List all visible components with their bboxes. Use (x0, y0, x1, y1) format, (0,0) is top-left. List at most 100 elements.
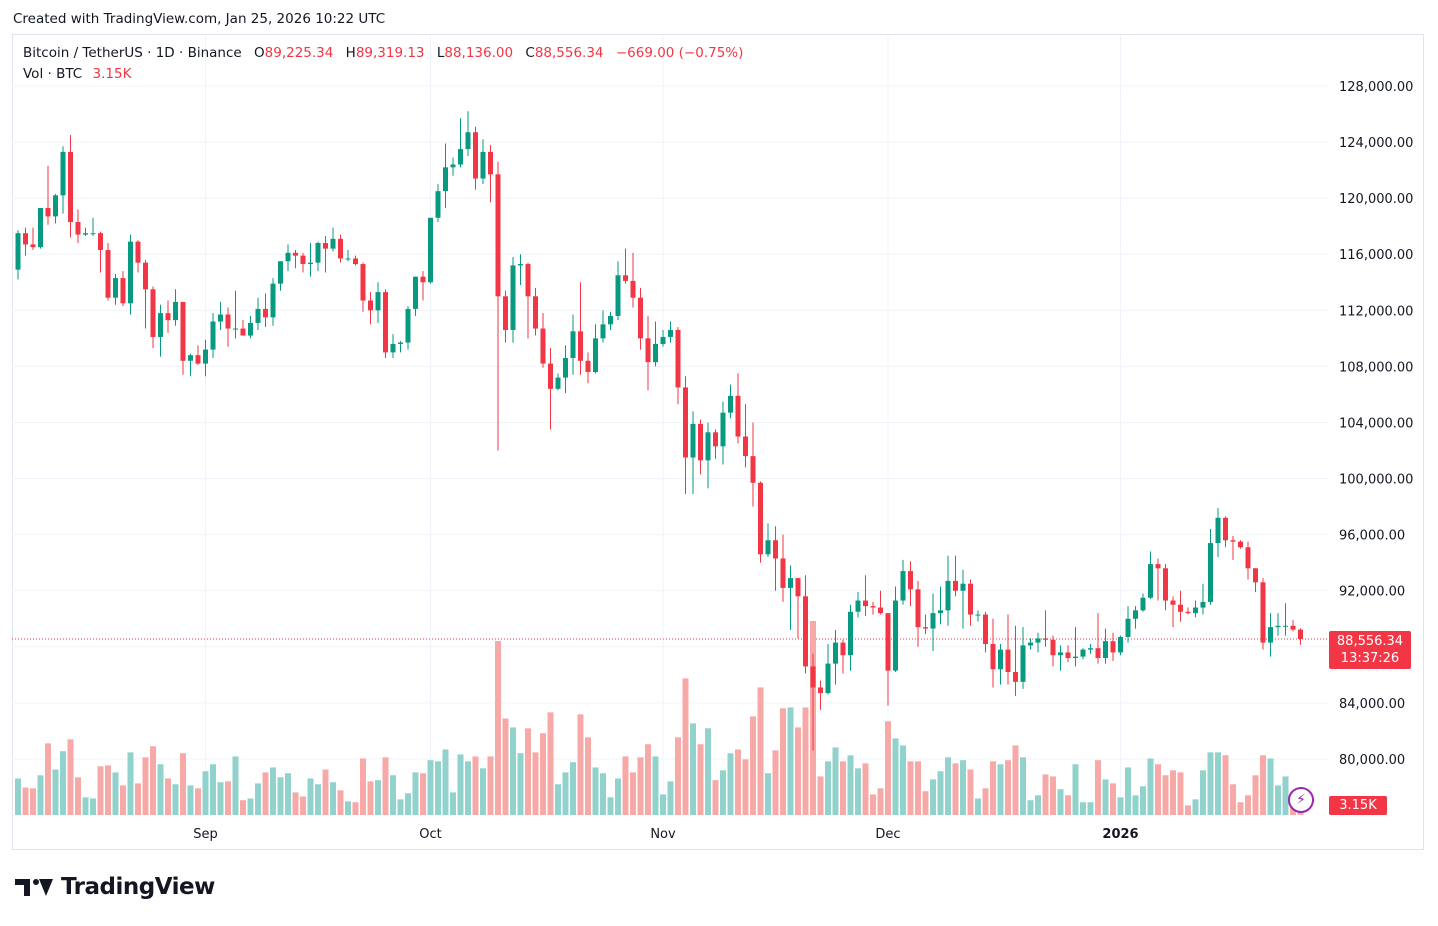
volume-bar (1162, 775, 1169, 815)
price-axis-label: 112,000.00 (1339, 304, 1413, 319)
volume-bar (375, 780, 381, 815)
volume-bar (67, 739, 74, 815)
candle-down (908, 571, 913, 590)
price-axis-label: 128,000.00 (1339, 80, 1413, 95)
volume-bar (697, 744, 704, 815)
price-axis-label: 108,000.00 (1339, 360, 1413, 375)
volume-bar (1140, 786, 1146, 815)
candle-up (90, 233, 96, 235)
candle-down (750, 456, 756, 483)
candle-up (998, 649, 1003, 670)
volume-bar (22, 787, 29, 815)
volume-bar (607, 797, 614, 815)
volume-bar (142, 757, 149, 815)
candle-up (1193, 607, 1198, 614)
volume-bar (990, 761, 996, 815)
symbol-title[interactable]: Bitcoin / TetherUS · 1D · Binance (23, 45, 242, 61)
volume-bar (900, 745, 906, 815)
candle-down (368, 300, 373, 311)
volume-bar (1072, 764, 1079, 815)
candle-up (1200, 601, 1206, 608)
candle-down (1013, 672, 1018, 682)
volume-bar (382, 757, 389, 815)
candle-up (375, 292, 381, 311)
volume-bar (712, 780, 719, 815)
open-value: 89,225.34 (264, 45, 334, 61)
volume-bar (750, 716, 756, 815)
candle-down (1163, 568, 1168, 601)
volume-bar (645, 744, 651, 815)
candle-up (1275, 625, 1281, 628)
last-price-value: 88,556.34 (1336, 634, 1404, 649)
volume-bar (525, 728, 531, 815)
lightning-icon[interactable]: ⚡ (1288, 787, 1314, 813)
volume-bar (1132, 795, 1139, 815)
candle-up (390, 343, 396, 353)
volume-bar (870, 794, 876, 815)
candle-up (720, 412, 726, 447)
volume-bar (1215, 752, 1221, 815)
candle-down (1238, 541, 1243, 548)
candle-down (1005, 649, 1011, 673)
candle-down (30, 244, 36, 248)
volume-bar (885, 721, 891, 815)
volume-bar (487, 756, 494, 815)
candle-down (1110, 641, 1116, 653)
candles (15, 111, 1303, 751)
candle-down (525, 264, 531, 297)
volume-value: 3.15K (92, 66, 132, 82)
volume-bar (1050, 776, 1056, 815)
volume-bar (1012, 745, 1019, 815)
volume-bar (855, 768, 861, 815)
volume-bar (255, 783, 261, 815)
candle-down (150, 289, 156, 337)
volume-bar (652, 756, 659, 815)
price-axis-label: 80,000.00 (1339, 753, 1405, 768)
candle-up (555, 377, 561, 389)
volume-bar (937, 771, 944, 815)
volume-bar (270, 767, 276, 815)
candle-down (923, 627, 928, 629)
candle-up (1103, 641, 1108, 659)
candle-down (1170, 600, 1176, 605)
candle-down (240, 328, 246, 336)
volume-bar (637, 757, 644, 815)
volume-bar (720, 770, 726, 815)
volume-bar (675, 737, 681, 815)
volume-bar (307, 778, 314, 815)
candle-up (765, 540, 771, 555)
time-axis-label: Dec (875, 827, 900, 842)
candle-up (83, 233, 88, 235)
candle-down (818, 687, 823, 694)
volume-bar (45, 743, 51, 815)
volume-bar (547, 712, 554, 815)
candle-up (458, 149, 463, 165)
volume-label[interactable]: Vol · BTC (23, 66, 83, 82)
tradingview-logo[interactable]: TradingView (15, 874, 215, 900)
candle-up (705, 432, 711, 461)
volume-bar (967, 769, 974, 815)
volume-bar (1027, 800, 1034, 815)
volume-bar (105, 765, 111, 815)
candle-up (570, 331, 576, 358)
candle-down (105, 250, 111, 298)
volume-bar (817, 776, 824, 815)
candle-up (345, 258, 351, 260)
volume-bar (60, 751, 66, 815)
candle-up (1058, 652, 1063, 656)
volume-bar (262, 772, 269, 815)
volume-bar (412, 772, 419, 815)
candle-up (1020, 645, 1026, 682)
candle-down (98, 233, 103, 251)
volume-bar (1102, 779, 1109, 815)
volume-bar (172, 784, 179, 815)
candle-down (540, 328, 546, 364)
candle-up (233, 328, 238, 330)
tradingview-wordmark: TradingView (61, 874, 215, 900)
candle-down (293, 252, 298, 256)
volume-bar (150, 746, 156, 815)
candle-down (1223, 517, 1228, 541)
candle-up (158, 313, 163, 337)
volume-bar (802, 707, 809, 815)
